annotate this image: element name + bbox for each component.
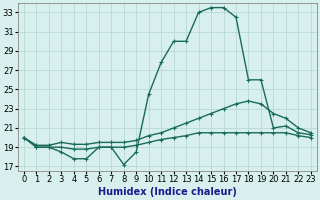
X-axis label: Humidex (Indice chaleur): Humidex (Indice chaleur)	[98, 187, 237, 197]
